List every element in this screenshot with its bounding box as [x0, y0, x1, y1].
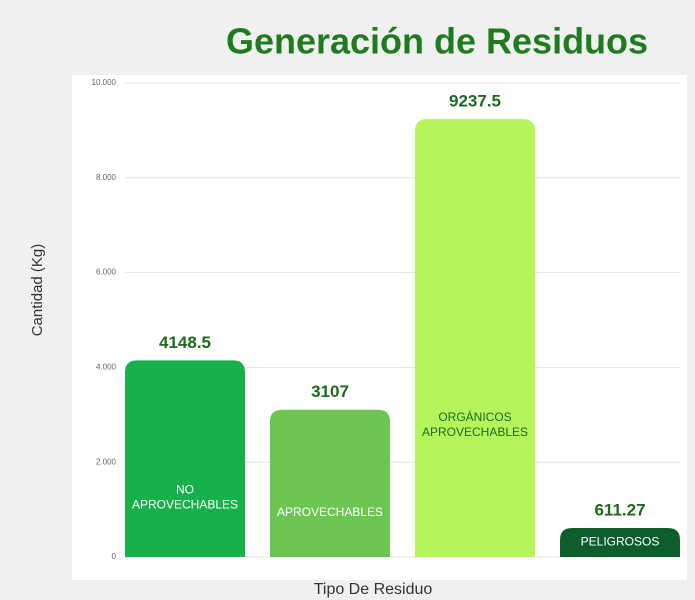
- value-label-box: [427, 84, 523, 119]
- value-label-box: [282, 374, 378, 409]
- value-label-box: [572, 493, 668, 528]
- category-label: PELIGROSOS: [581, 535, 660, 549]
- category-label: APROVECHABLES: [277, 505, 383, 519]
- chart-title: Generación de Residuos: [226, 21, 648, 62]
- value-label: 9237.5: [449, 92, 501, 111]
- category-label: NO APROVECHABLES: [132, 483, 238, 512]
- bar: [415, 119, 535, 557]
- x-axis-label: Tipo De Residuo: [314, 581, 433, 598]
- y-axis-label: Cantidad (Kg): [29, 244, 46, 337]
- value-label: 3107: [311, 382, 349, 401]
- value-label: 611.27: [594, 501, 645, 520]
- category-label: ORGÁNICOS APROVECHABLES: [422, 409, 528, 439]
- bar: [560, 528, 680, 557]
- bar: [270, 409, 390, 557]
- bar: [125, 360, 245, 557]
- y-tick-label: 10.000: [92, 78, 117, 87]
- y-tick-label: 8.000: [96, 173, 117, 182]
- y-tick-label: 0: [112, 552, 117, 561]
- value-label: 4148.5: [159, 333, 211, 352]
- value-label-box: [137, 325, 233, 360]
- y-tick-label: 2.000: [96, 457, 117, 466]
- y-tick-label: 6.000: [96, 268, 117, 277]
- y-tick-label: 4.000: [96, 363, 117, 372]
